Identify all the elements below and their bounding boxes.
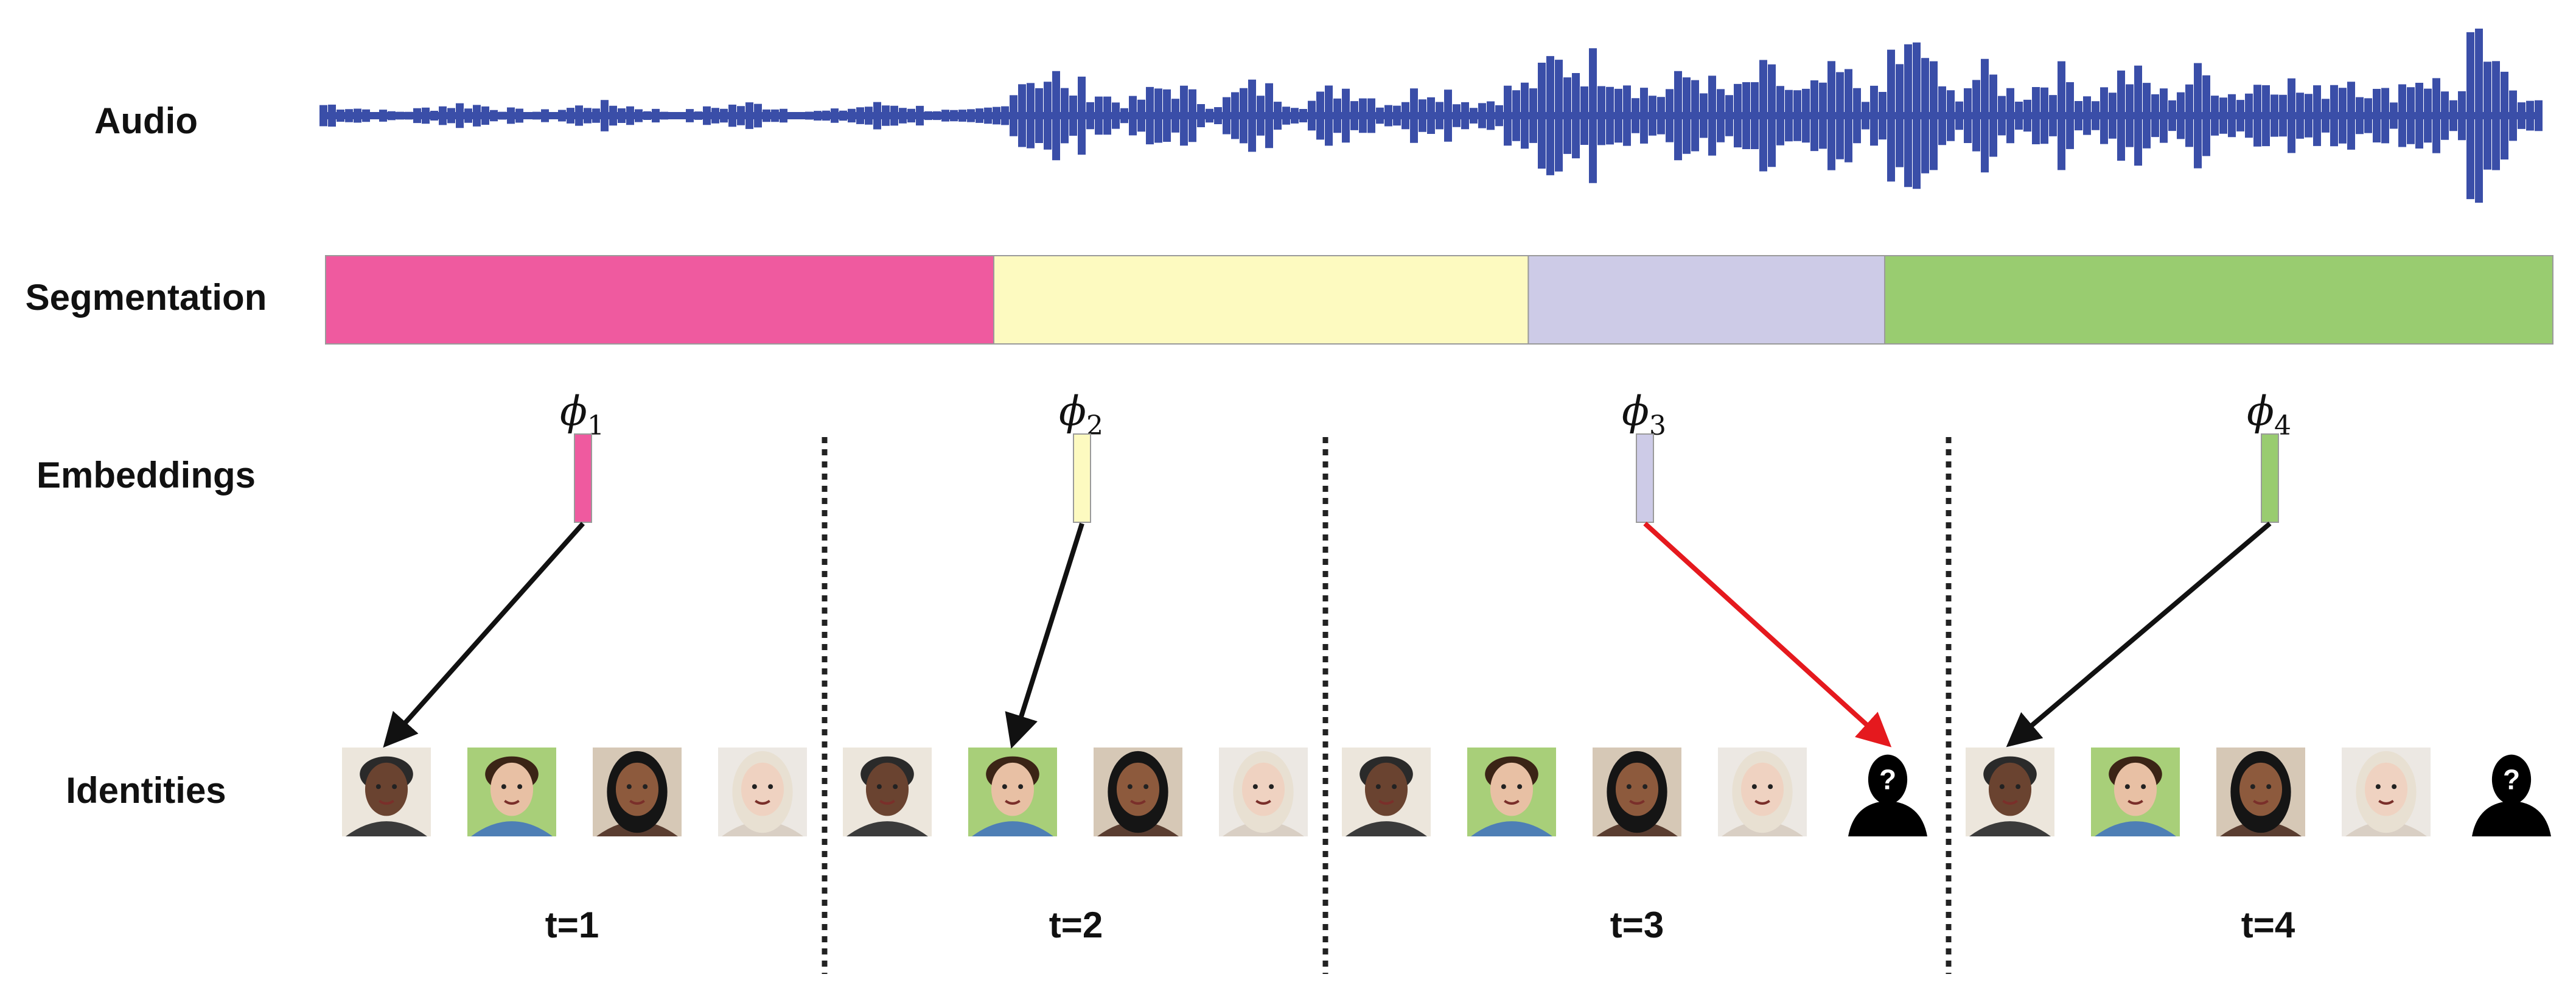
assignment-arrow [2006, 521, 2272, 748]
embedding-vector [574, 433, 592, 523]
audio-waveform [319, 29, 2543, 203]
time-step-2: ϕ2 t=2 [843, 388, 1308, 945]
time-label: t=1 [545, 905, 599, 945]
time-step-1: ϕ1 t=1 [342, 388, 807, 945]
unmatched-assignment-arrow [1643, 522, 1892, 748]
time-steps: ϕ1 t=1 ϕ2 t=2 ϕ3? t=3 ϕ4? t=4 [342, 388, 2551, 945]
time-label: t=2 [1049, 905, 1103, 945]
assignment-arrow [383, 522, 585, 748]
audio-row-label: Audio [94, 100, 198, 141]
identity-woman-dark-hair [1593, 748, 1681, 836]
identity-row [843, 748, 1308, 836]
embedding-vector [1073, 433, 1091, 523]
identity-woman-blonde [1219, 748, 1308, 836]
identity-row [342, 748, 807, 836]
segment-4 [1884, 255, 2553, 345]
identity-woman-dark-hair [2216, 748, 2305, 836]
identity-man-older [342, 748, 431, 836]
identity-unknown: ? [1848, 754, 1927, 836]
embedding-symbol: ϕ4 [2247, 388, 2291, 441]
embedding-vector [1636, 433, 1654, 523]
embedding-symbol: ϕ3 [1622, 388, 1666, 441]
identities-row-label: Identities [66, 770, 226, 811]
time-step-3: ϕ3? t=3 [1342, 388, 1927, 945]
identity-young-man [467, 748, 556, 836]
identity-row: ? [1966, 748, 2551, 836]
embeddings-row-label: Embeddings [37, 455, 256, 496]
time-step-4: ϕ4? t=4 [1966, 388, 2551, 945]
identity-row: ? [1342, 748, 1927, 836]
unknown-question-mark: ? [1879, 764, 1896, 796]
embedding-vector [2261, 433, 2279, 523]
unknown-question-mark: ? [2503, 764, 2520, 796]
assignment-arrow [1005, 522, 1084, 749]
segment-3 [1527, 255, 1885, 345]
identity-woman-dark-hair [1094, 748, 1182, 836]
segment-2 [993, 255, 1529, 345]
time-step-separators [822, 437, 1952, 974]
identity-unknown: ? [2472, 754, 2551, 836]
embedding-symbol: ϕ2 [1059, 388, 1103, 441]
identity-woman-dark-hair [593, 748, 682, 836]
identity-man-older [843, 748, 932, 836]
identity-woman-blonde [1718, 748, 1807, 836]
time-label: t=3 [1610, 905, 1664, 945]
identity-young-man [968, 748, 1057, 836]
time-label: t=4 [2241, 905, 2295, 945]
identity-young-man [1467, 748, 1556, 836]
identity-woman-blonde [718, 748, 807, 836]
identity-man-older [1342, 748, 1431, 836]
identity-young-man [2091, 748, 2180, 836]
embedding-symbol: ϕ1 [560, 388, 604, 441]
segmentation-bar [325, 255, 2553, 345]
waveform-baseline [319, 112, 2538, 119]
segment-1 [325, 255, 994, 345]
identity-woman-blonde [2342, 748, 2431, 836]
identity-man-older [1966, 748, 2054, 836]
segmentation-row-label: Segmentation [26, 277, 267, 318]
